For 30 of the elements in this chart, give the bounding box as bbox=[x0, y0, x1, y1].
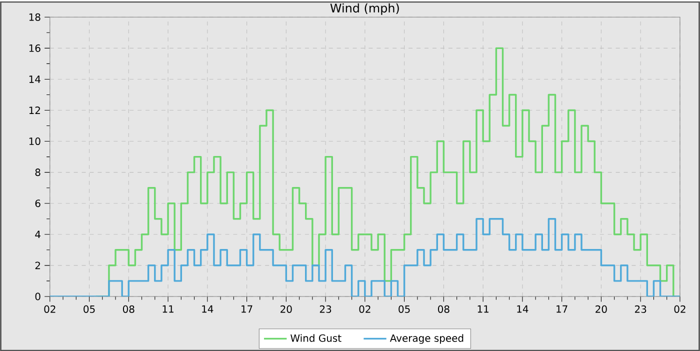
x-tick-label: 14 bbox=[517, 305, 528, 312]
legend-label: Wind Gust bbox=[290, 334, 342, 342]
x-tick-label: 05 bbox=[84, 305, 95, 313]
y-tick-label: 2 bbox=[35, 262, 40, 269]
x-tick-label: 08 bbox=[122, 305, 134, 313]
y-tick-label: 4 bbox=[35, 230, 40, 238]
legend-label: Average speed bbox=[390, 334, 464, 344]
y-tick-label: 8 bbox=[35, 168, 40, 176]
x-tick-label: 20 bbox=[596, 305, 607, 313]
y-tick-label: 0 bbox=[35, 292, 40, 300]
chart-title: Wind (mph) bbox=[330, 3, 399, 15]
x-tick-label: 23 bbox=[320, 305, 332, 313]
x-tick-label: 02 bbox=[674, 305, 686, 313]
x-tick-label: 14 bbox=[202, 305, 214, 312]
y-tick-label: 10 bbox=[29, 137, 40, 145]
x-tick-label: 20 bbox=[280, 305, 292, 313]
y-tick-label: 14 bbox=[29, 75, 40, 83]
y-tick-label: 6 bbox=[35, 199, 40, 208]
x-tick-label: 02 bbox=[359, 305, 370, 313]
y-tick-label: 18 bbox=[29, 13, 40, 21]
x-tick-label: 17 bbox=[242, 305, 252, 312]
x-tick-label: 05 bbox=[398, 305, 410, 313]
y-tick-label: 12 bbox=[29, 106, 40, 114]
y-tick-label: 16 bbox=[29, 44, 40, 52]
x-tick-label: 23 bbox=[634, 305, 646, 313]
x-tick-label: 17 bbox=[556, 305, 568, 312]
x-tick-label: 08 bbox=[438, 305, 450, 313]
x-tick-label: 02 bbox=[44, 305, 56, 313]
x-tick-label: 11 bbox=[162, 305, 174, 312]
x-tick-label: 11 bbox=[478, 305, 488, 312]
